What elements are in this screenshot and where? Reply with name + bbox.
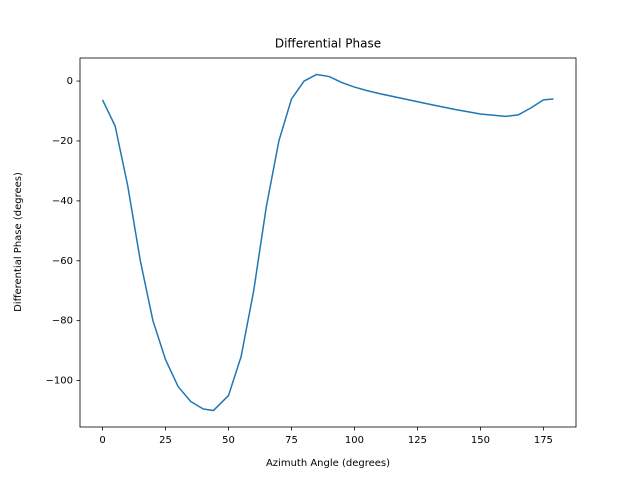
y-axis-label: Differential Phase (degrees) bbox=[13, 172, 24, 312]
x-tick-label: 125 bbox=[408, 435, 427, 446]
data-line bbox=[101, 73, 554, 412]
x-tick-label: 100 bbox=[345, 435, 364, 446]
y-tick-label: −60 bbox=[52, 256, 73, 267]
x-tick-label: 175 bbox=[534, 435, 553, 446]
y-tick-label: 0 bbox=[67, 76, 73, 87]
x-tick-label: 50 bbox=[222, 435, 235, 446]
y-tick-label: −20 bbox=[52, 136, 73, 147]
y-tick-label: −100 bbox=[46, 376, 73, 387]
y-tick-label: −40 bbox=[52, 196, 73, 207]
axes-frame bbox=[79, 57, 577, 428]
y-tick-label: −80 bbox=[52, 316, 73, 327]
x-axis-label: Azimuth Angle (degrees) bbox=[266, 458, 390, 469]
x-tick-label: 25 bbox=[159, 435, 172, 446]
x-tick-label: 0 bbox=[99, 435, 105, 446]
x-tick-label: 75 bbox=[285, 435, 298, 446]
chart-title: Differential Phase bbox=[275, 37, 381, 51]
x-tick-label: 150 bbox=[471, 435, 490, 446]
